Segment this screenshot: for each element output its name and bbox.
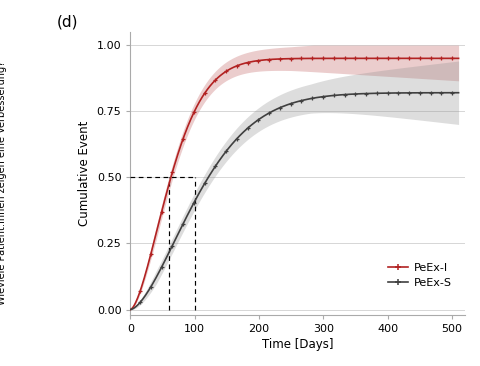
Legend: PeEx-I, PeEx-S: PeEx-I, PeEx-S <box>384 259 456 292</box>
X-axis label: Time [Days]: Time [Days] <box>262 338 334 351</box>
Y-axis label: Cumulative Event: Cumulative Event <box>78 121 91 226</box>
Text: Wieviele Patient:innen zeigen eine Verbesserung?: Wieviele Patient:innen zeigen eine Verbe… <box>0 61 7 305</box>
Text: (d): (d) <box>57 15 78 30</box>
